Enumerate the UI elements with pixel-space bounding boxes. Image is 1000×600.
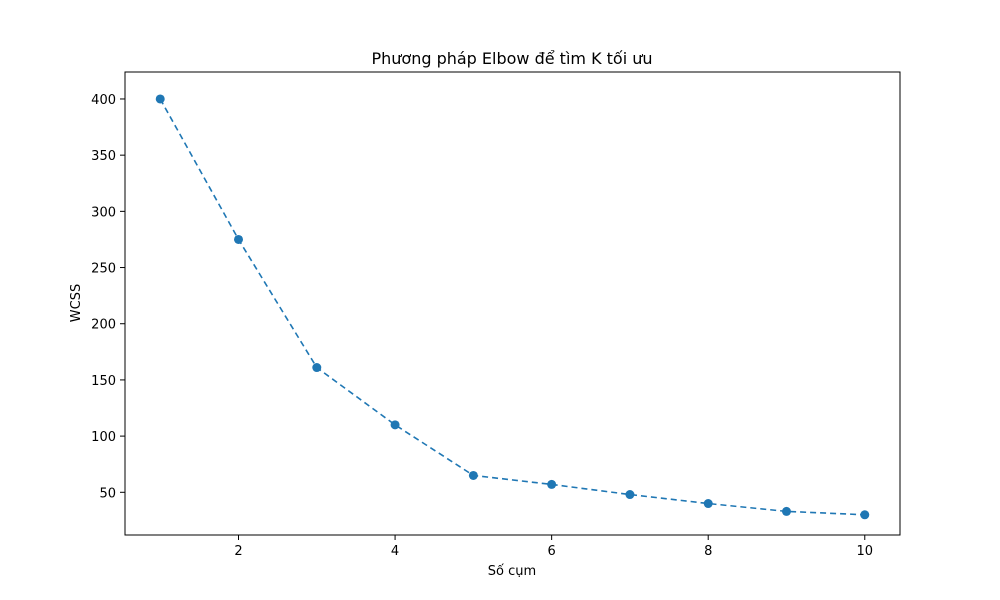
x-axis-label: Số cụm (488, 564, 536, 579)
data-point (547, 479, 557, 489)
x-tick-label: 6 (548, 544, 556, 559)
data-point (781, 506, 791, 516)
x-axis-ticks: 2 4 6 8 10 (234, 535, 873, 559)
y-tick-label: 250 (91, 262, 116, 277)
data-point (625, 490, 635, 500)
data-point (860, 510, 870, 520)
y-tick-label: 150 (91, 374, 116, 389)
data-point (234, 234, 244, 244)
y-axis-ticks: 50 100 150 200 250 300 350 400 (91, 93, 125, 501)
x-tick-label: 4 (391, 544, 399, 559)
plot-frame (124, 71, 901, 536)
series-line (159, 98, 865, 516)
y-tick-label: 50 (99, 486, 116, 501)
data-point (468, 470, 478, 480)
series-layer (155, 94, 870, 520)
y-axis-label: WCSS (69, 284, 84, 322)
y-tick-label: 400 (91, 93, 116, 108)
data-point (312, 363, 322, 373)
y-tick-label: 100 (91, 430, 116, 445)
x-tick-label: 10 (856, 544, 873, 559)
data-point (390, 420, 400, 430)
y-tick-label: 300 (91, 205, 116, 220)
y-tick-label: 200 (91, 318, 116, 333)
x-tick-label: 8 (704, 544, 712, 559)
y-tick-label: 350 (91, 149, 116, 164)
chart-title: Phương pháp Elbow để tìm K tối ưu (371, 49, 652, 68)
data-point (155, 94, 165, 104)
data-point (703, 499, 713, 509)
x-tick-label: 2 (234, 544, 242, 559)
